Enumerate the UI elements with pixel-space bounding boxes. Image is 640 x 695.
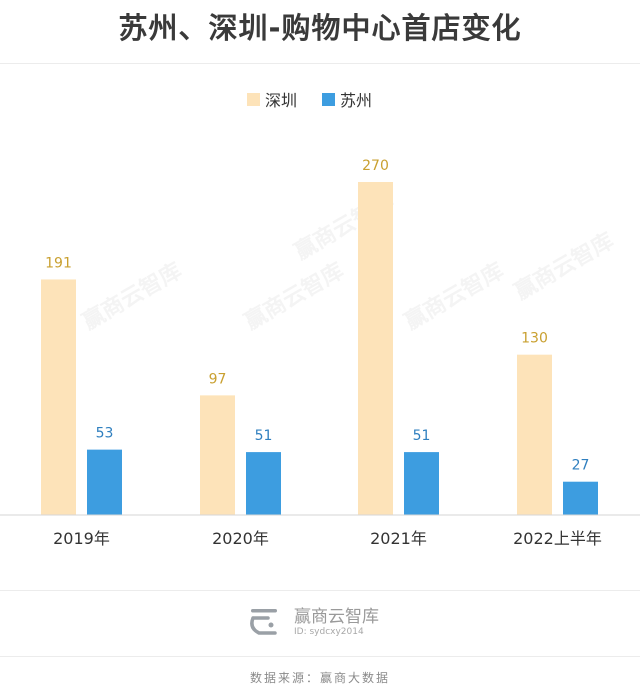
watermark-text: 赢商云智库 [510,228,618,306]
x-axis-ticks: 2019年 2020年 2021年 2022上半年 [53,529,602,548]
legend: 深圳 苏州 [247,91,372,110]
bar-value-label-1-4: 130 [521,331,548,347]
legend-label-1: 深圳 [265,91,297,110]
bar-value-label-1-1: 191 [45,255,72,271]
bar-1-1 [41,279,76,515]
bar-value-label-2-3: 51 [413,428,431,444]
bar-value-label-2-4: 27 [572,458,590,474]
footer-divider-bottom [0,656,640,657]
bar-value-label-2-1: 53 [96,426,114,442]
bar-1-4 [517,354,552,515]
bar-2-1 [87,449,122,515]
bar-2-3 [404,452,439,515]
x-tick-label-1: 2019年 [53,529,110,548]
legend-swatch-1 [247,93,260,106]
x-tick-label-3: 2021年 [370,529,427,548]
chart-title: 苏州、深圳-购物中心首店变化 [118,11,522,45]
x-tick-label-4: 2022上半年 [513,529,602,548]
bars-layer [41,182,598,515]
brand-id: ID: sydcxy2014 [294,627,364,637]
bar-2-2 [246,452,281,515]
title-divider [0,63,640,64]
watermark-text: 赢商云智库 [240,258,348,336]
bar-1-3 [358,182,393,515]
bar-value-label-1-2: 97 [209,371,227,387]
x-tick-label-2: 2020年 [212,529,269,548]
bar-2-4 [563,481,598,515]
brand-logo-icon [250,609,277,635]
brand-name: 赢商云智库 [294,607,379,627]
bar-value-label-2-2: 51 [255,428,273,444]
legend-label-2: 苏州 [340,91,372,110]
footer-divider-top [0,590,640,591]
data-source: 数据来源：赢商大数据 [249,671,390,685]
watermark-text: 赢商云智库 [400,258,508,336]
legend-swatch-2 [322,93,335,106]
labels-layer: 191 53 97 51 270 51 130 27 [45,158,589,474]
bar-1-2 [200,395,235,515]
watermark-text: 赢商云智库 [78,258,186,336]
bar-value-label-1-3: 270 [362,158,389,174]
